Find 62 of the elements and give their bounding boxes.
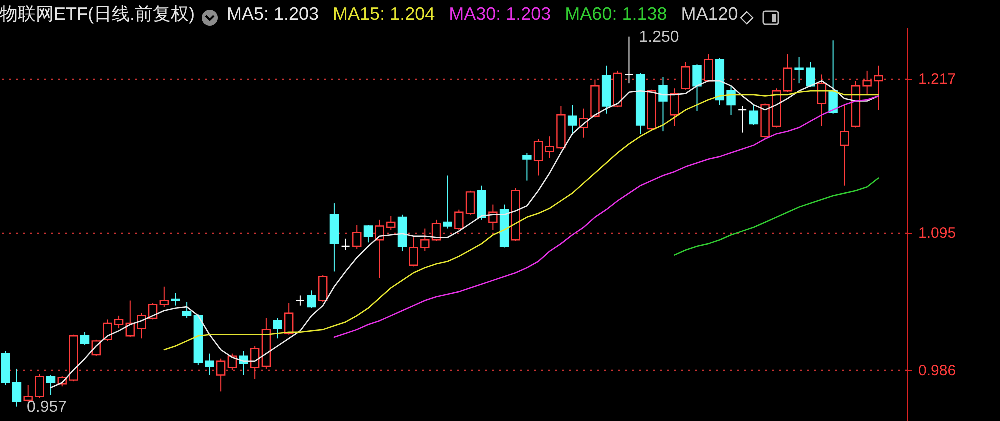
- candlestick: [738, 106, 748, 134]
- line-series: [674, 178, 880, 256]
- candlestick: [182, 302, 192, 319]
- candlestick: [670, 88, 680, 127]
- text: MA120: [681, 4, 738, 24]
- candlestick: [216, 358, 226, 392]
- candlestick: [840, 104, 850, 186]
- text: MA5: 1.203: [226, 4, 320, 24]
- candlestick: [545, 136, 554, 159]
- candlestick: [160, 286, 169, 308]
- candlestick: [250, 346, 260, 380]
- candlestick: [806, 62, 816, 88]
- candlestick: [284, 302, 294, 336]
- candlestick: [794, 56, 804, 84]
- candlestick: [273, 318, 282, 340]
- candlestick: [205, 353, 214, 376]
- annotation: 1.250: [639, 28, 680, 46]
- candlestick: [114, 315, 124, 330]
- candlestick: [35, 374, 44, 399]
- y-tick-label: 1.095: [918, 225, 956, 242]
- candlestick: [783, 54, 793, 93]
- candlestick: [386, 216, 396, 231]
- candlestick: [409, 237, 418, 268]
- candlestick: [375, 219, 384, 279]
- candlestick: [443, 175, 452, 230]
- candlestick: [352, 224, 362, 250]
- candlestick: [307, 290, 316, 309]
- candlestick: [296, 295, 306, 306]
- candlestick: [862, 70, 872, 96]
- candlestick: [24, 384, 33, 402]
- candlestick: [704, 54, 714, 83]
- candlestick: [171, 292, 180, 306]
- candlestick: [726, 86, 736, 116]
- candlestick: [874, 65, 884, 111]
- candlestick: [466, 190, 476, 216]
- chart-title: 物联网ETF(日线.前复权): [0, 4, 195, 24]
- candlestick: [432, 219, 442, 242]
- candlestick: [658, 76, 668, 132]
- candlestick: [817, 74, 827, 127]
- candlestick: [681, 62, 691, 90]
- candlestick: [364, 224, 374, 244]
- candlestick: [228, 353, 238, 371]
- y-tick-label: 1.217: [918, 71, 956, 88]
- candlestick: [454, 209, 464, 231]
- candlestick: [341, 238, 350, 251]
- candlestick: [624, 36, 634, 84]
- candlestick: [103, 319, 112, 342]
- text: MA15: 1.204: [333, 4, 436, 24]
- text: MA60: 1.138: [565, 4, 668, 24]
- candlestick: [80, 332, 90, 346]
- candlestick: [420, 228, 430, 252]
- candlestick: [318, 275, 328, 303]
- candlestick: [522, 152, 532, 182]
- candlestick: [46, 374, 56, 396]
- candlestick: [12, 368, 22, 408]
- y-tick-label: 0.986: [918, 362, 956, 380]
- candlestick: [692, 64, 702, 112]
- annotation: 0.957: [27, 398, 68, 416]
- text: MA30: 1.203: [449, 4, 552, 24]
- candlestick: [568, 104, 578, 136]
- candlestick: [749, 104, 759, 126]
- candlestick: [534, 138, 544, 176]
